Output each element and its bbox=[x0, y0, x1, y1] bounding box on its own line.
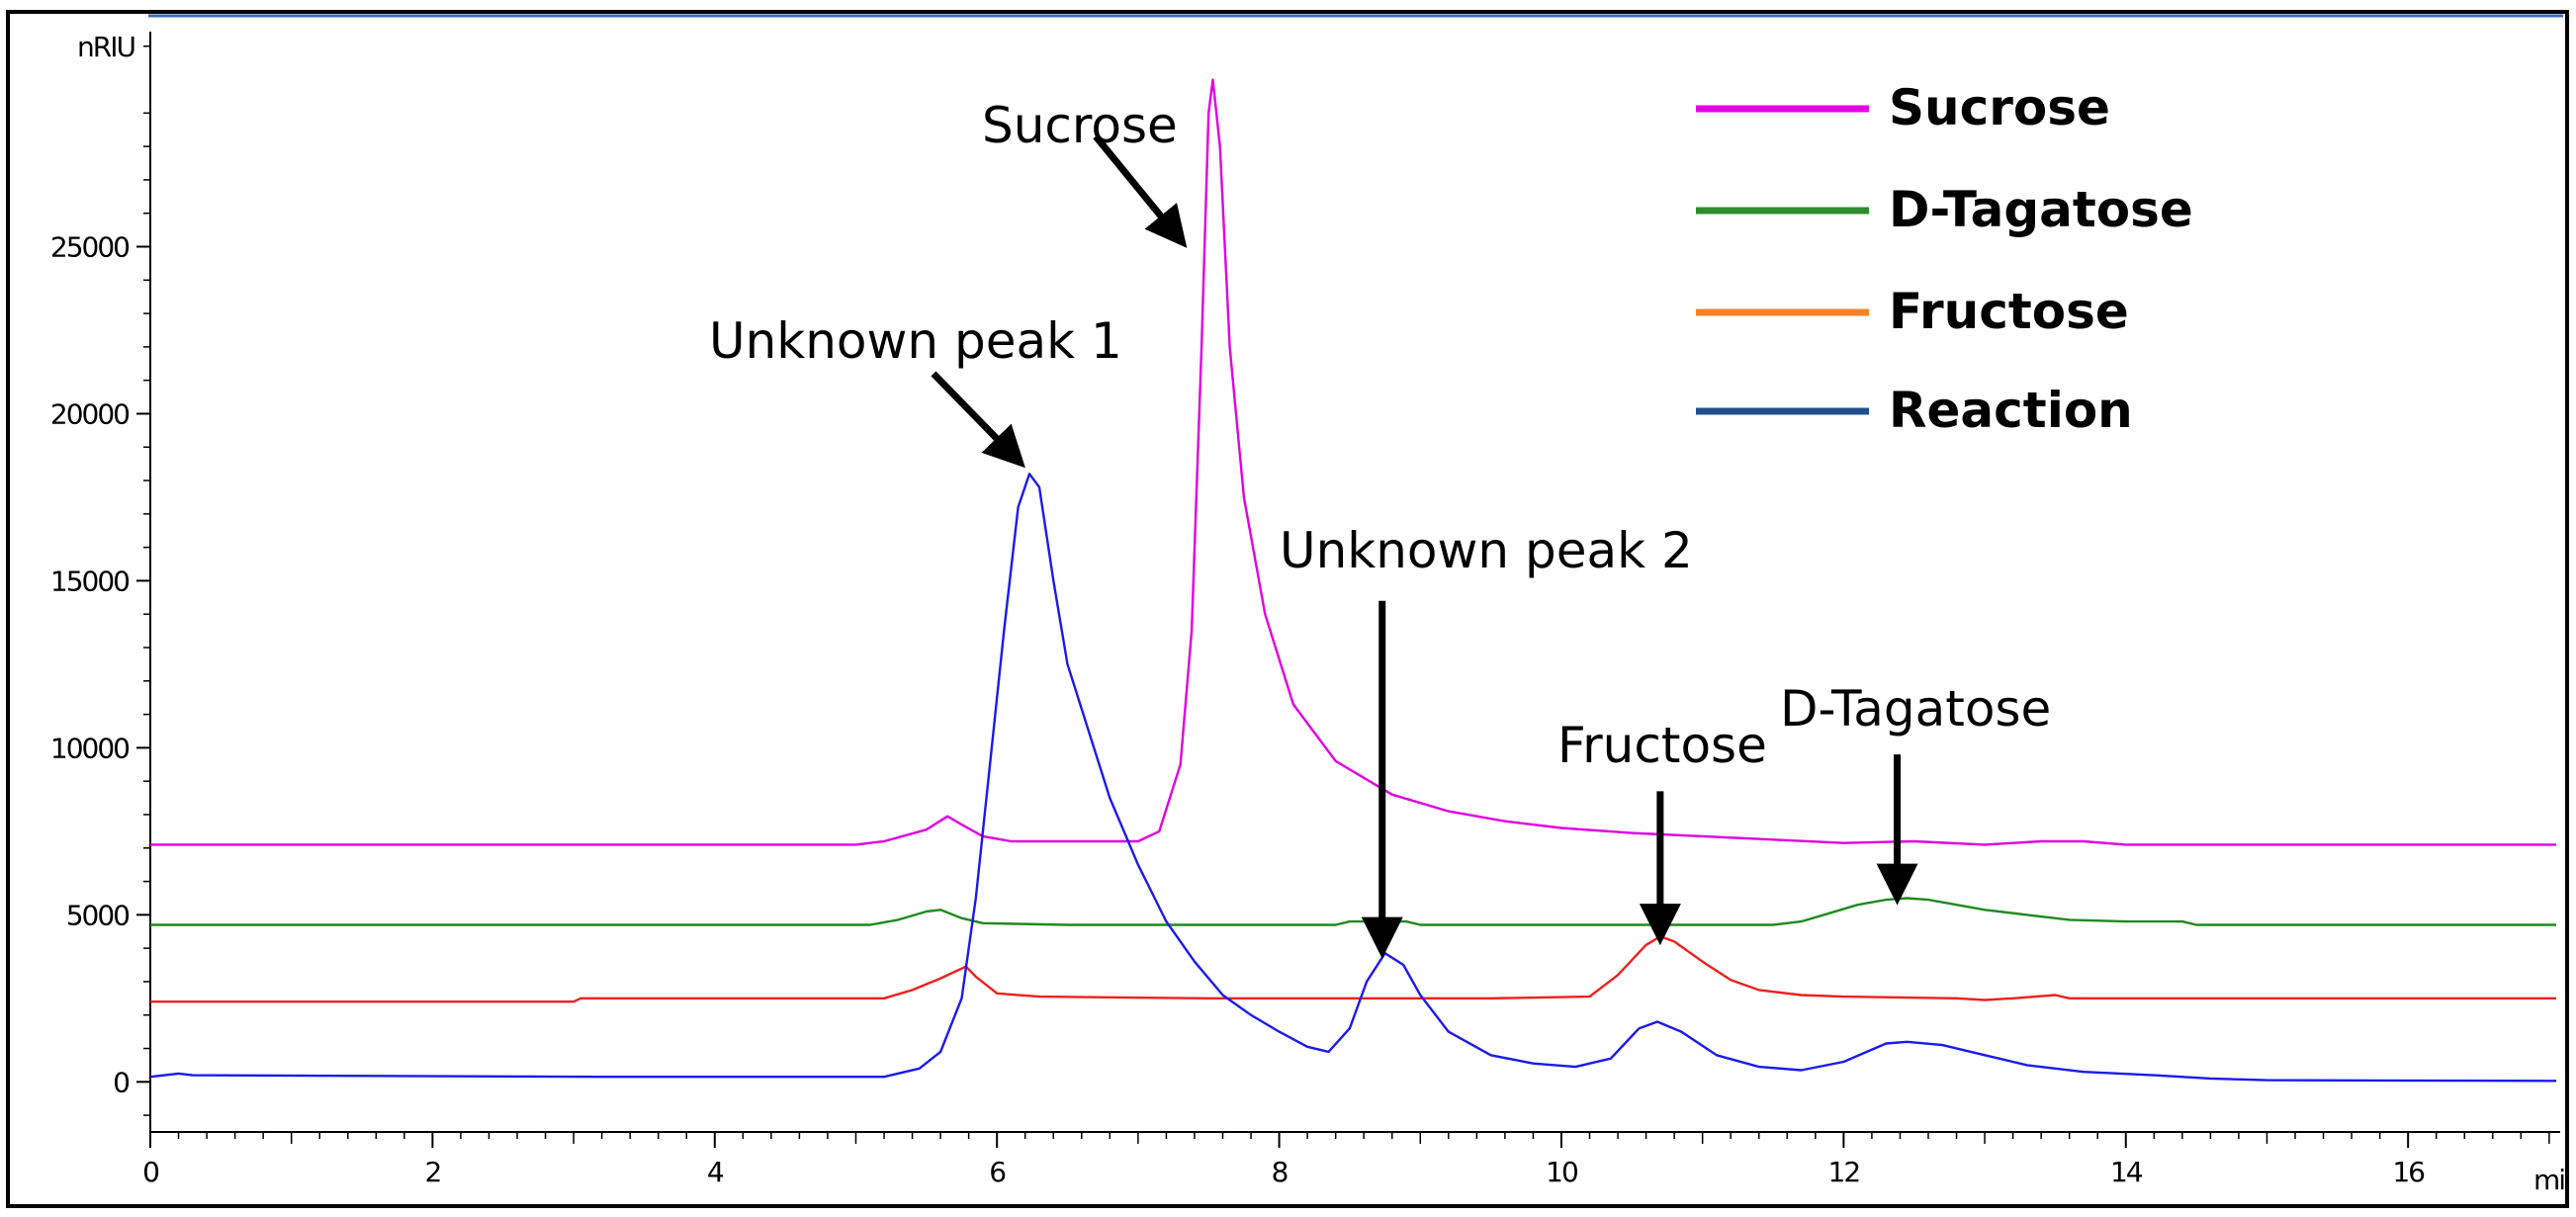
y-tick-label: 5000 bbox=[66, 899, 129, 931]
y-tick-label: 10000 bbox=[50, 732, 129, 764]
legend-label-fructose: Fructose bbox=[1889, 283, 2129, 340]
x-tick-label: 6 bbox=[989, 1156, 1006, 1188]
x-tick-label: 16 bbox=[2392, 1156, 2425, 1188]
series-line-fructose bbox=[150, 935, 2556, 1003]
annotation-unknown-peak-2: Unknown peak 2 bbox=[1280, 522, 1693, 579]
series-line-sucrose bbox=[150, 78, 2556, 846]
x-tick-label: 12 bbox=[1828, 1156, 1860, 1188]
arrow-unknown-1 bbox=[931, 371, 1025, 469]
axes: 0 5000 10000 15000 20000 25000 0 2 4 6 8 10 12 14 16 bbox=[50, 32, 2560, 1188]
legend-label-tagatose: D-Tagatose bbox=[1889, 181, 2193, 238]
figure-frame bbox=[6, 10, 2569, 1208]
annotation-tagatose: D-Tagatose bbox=[1780, 680, 2051, 738]
legend-tagatose-rest: -Tagatose bbox=[1930, 181, 2193, 238]
y-tick-label: 0 bbox=[113, 1066, 129, 1098]
x-axis-unit: mi bbox=[2533, 1164, 2564, 1196]
legend-label-reaction: Reaction bbox=[1889, 382, 2133, 439]
x-tick-label: 14 bbox=[2110, 1156, 2143, 1188]
legend: Sucrose D-Tagatose Fructose Reaction bbox=[1696, 79, 2193, 439]
x-tick-label: 2 bbox=[424, 1156, 440, 1188]
arrow-sucrose bbox=[1093, 133, 1188, 248]
annotation-tagatose-prefix: D bbox=[1780, 680, 1819, 738]
annotation-fructose: Fructose bbox=[1557, 717, 1767, 774]
x-tick-label: 8 bbox=[1272, 1156, 1288, 1188]
y-tick-label: 15000 bbox=[50, 565, 129, 597]
series-line-d-tagatose bbox=[150, 897, 2556, 926]
y-axis-unit: nRIU bbox=[77, 31, 134, 63]
x-tick-label: 0 bbox=[142, 1156, 158, 1188]
x-tick-label: 10 bbox=[1546, 1156, 1577, 1188]
annotation-arrows bbox=[931, 133, 1918, 959]
series-line-reaction bbox=[149, 473, 2557, 1083]
x-tick-label: 4 bbox=[707, 1156, 724, 1188]
legend-tagatose-prefix: D bbox=[1889, 181, 1930, 238]
legend-label-sucrose: Sucrose bbox=[1889, 79, 2110, 136]
y-tick-label: 25000 bbox=[50, 231, 129, 264]
series-layer bbox=[149, 78, 2557, 1083]
annotation-sucrose: Sucrose bbox=[982, 97, 1178, 154]
y-tick-label: 20000 bbox=[50, 397, 129, 430]
annotation-unknown-peak-1: Unknown peak 1 bbox=[709, 312, 1122, 370]
annotation-tagatose-rest: -Tagatose bbox=[1819, 680, 2052, 738]
